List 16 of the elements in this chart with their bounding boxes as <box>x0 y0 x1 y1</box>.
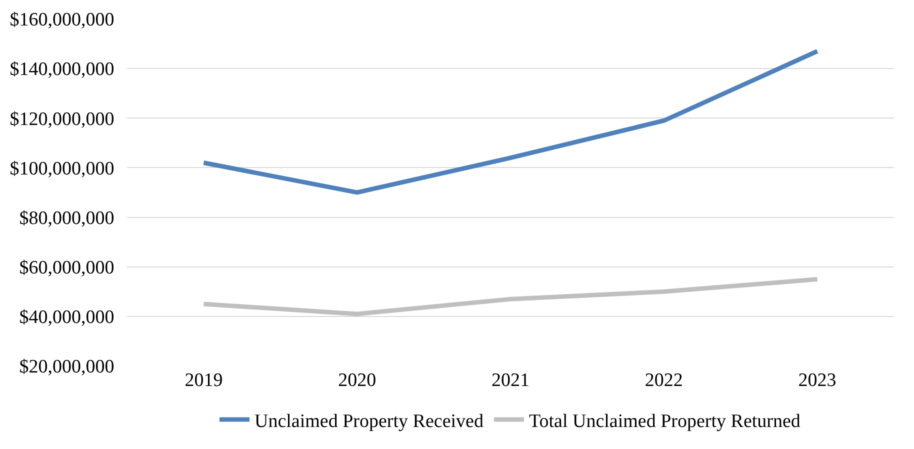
y-tick-label: $160,000,000 <box>10 10 114 31</box>
y-tick-label: $100,000,000 <box>10 158 114 180</box>
legend-label: Unclaimed Property Received <box>254 410 484 432</box>
y-tick-label: $120,000,000 <box>10 108 114 130</box>
x-tick-label: 2022 <box>644 370 683 391</box>
y-tick-label: $140,000,000 <box>10 59 114 80</box>
x-tick-label: 2023 <box>798 370 836 391</box>
y-tick-label: $40,000,000 <box>19 307 114 328</box>
x-tick-label: 2019 <box>184 370 223 391</box>
x-tick-label: 2021 <box>492 370 530 391</box>
legend-label: Total Unclaimed Property Returned <box>528 410 801 432</box>
y-tick-label: $60,000,000 <box>19 258 114 279</box>
x-tick-label: 2020 <box>338 370 376 391</box>
line-series <box>201 48 820 195</box>
y-tick-label: $80,000,000 <box>19 208 114 229</box>
y-tick-label: $20,000,000 <box>19 356 114 378</box>
